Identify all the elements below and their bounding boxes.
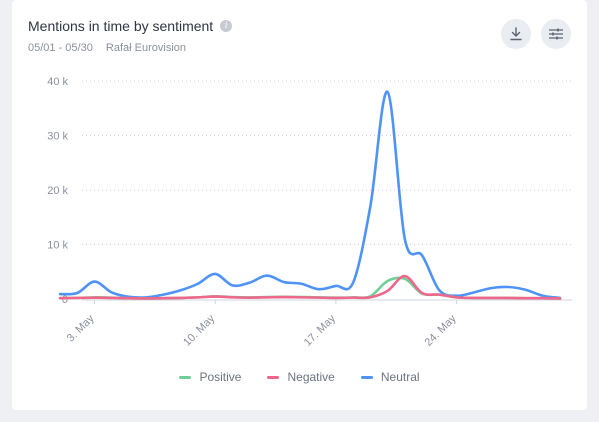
chart-subtitle: 05/01 - 05/30 Rafał Eurovision: [28, 42, 186, 54]
legend-swatch: [360, 375, 373, 379]
legend-swatch: [267, 375, 280, 379]
legend-item-neutral[interactable]: Neutral: [360, 370, 420, 384]
date-range: 05/01 - 05/30: [28, 42, 93, 54]
download-icon: [510, 27, 522, 41]
series-line-negative: [58, 274, 562, 300]
chart-title: Mentions in time by sentiment: [28, 18, 214, 34]
line-chart: 0 10 k 20 k 30 k 40 k 3. May 10. May 17. May 24.…: [47, 76, 572, 349]
x-tick-label: 3. May: [65, 312, 97, 344]
y-tick-label: 0: [62, 294, 68, 306]
y-tick-label: 30 k: [47, 131, 68, 143]
x-tick-label: 24. May: [423, 312, 460, 349]
y-tick-label: 20 k: [47, 185, 68, 197]
chart-card: Mentions in time by sentiment i 05/01 - …: [12, 0, 587, 410]
y-tick-label: 40 k: [47, 76, 68, 88]
legend-item-positive[interactable]: Positive: [179, 370, 241, 384]
title-row: Mentions in time by sentiment i: [28, 18, 233, 34]
legend-label: Neutral: [380, 370, 420, 384]
legend-label: Negative: [287, 370, 335, 384]
series-line-neutral: [58, 90, 562, 300]
legend-label: Positive: [199, 370, 242, 384]
x-tick-label: 10. May: [181, 312, 218, 349]
sliders-icon: [549, 28, 563, 40]
legend: Positive Negative Neutral: [12, 370, 587, 384]
y-tick-label: 10 k: [47, 240, 68, 252]
settings-button[interactable]: [541, 19, 571, 49]
project-name: Rafał Eurovision: [105, 42, 186, 54]
x-tick-label: 17. May: [302, 312, 339, 349]
info-icon[interactable]: i: [220, 20, 233, 32]
legend-item-negative[interactable]: Negative: [267, 370, 335, 384]
download-button[interactable]: [501, 19, 531, 49]
legend-swatch: [179, 375, 192, 379]
